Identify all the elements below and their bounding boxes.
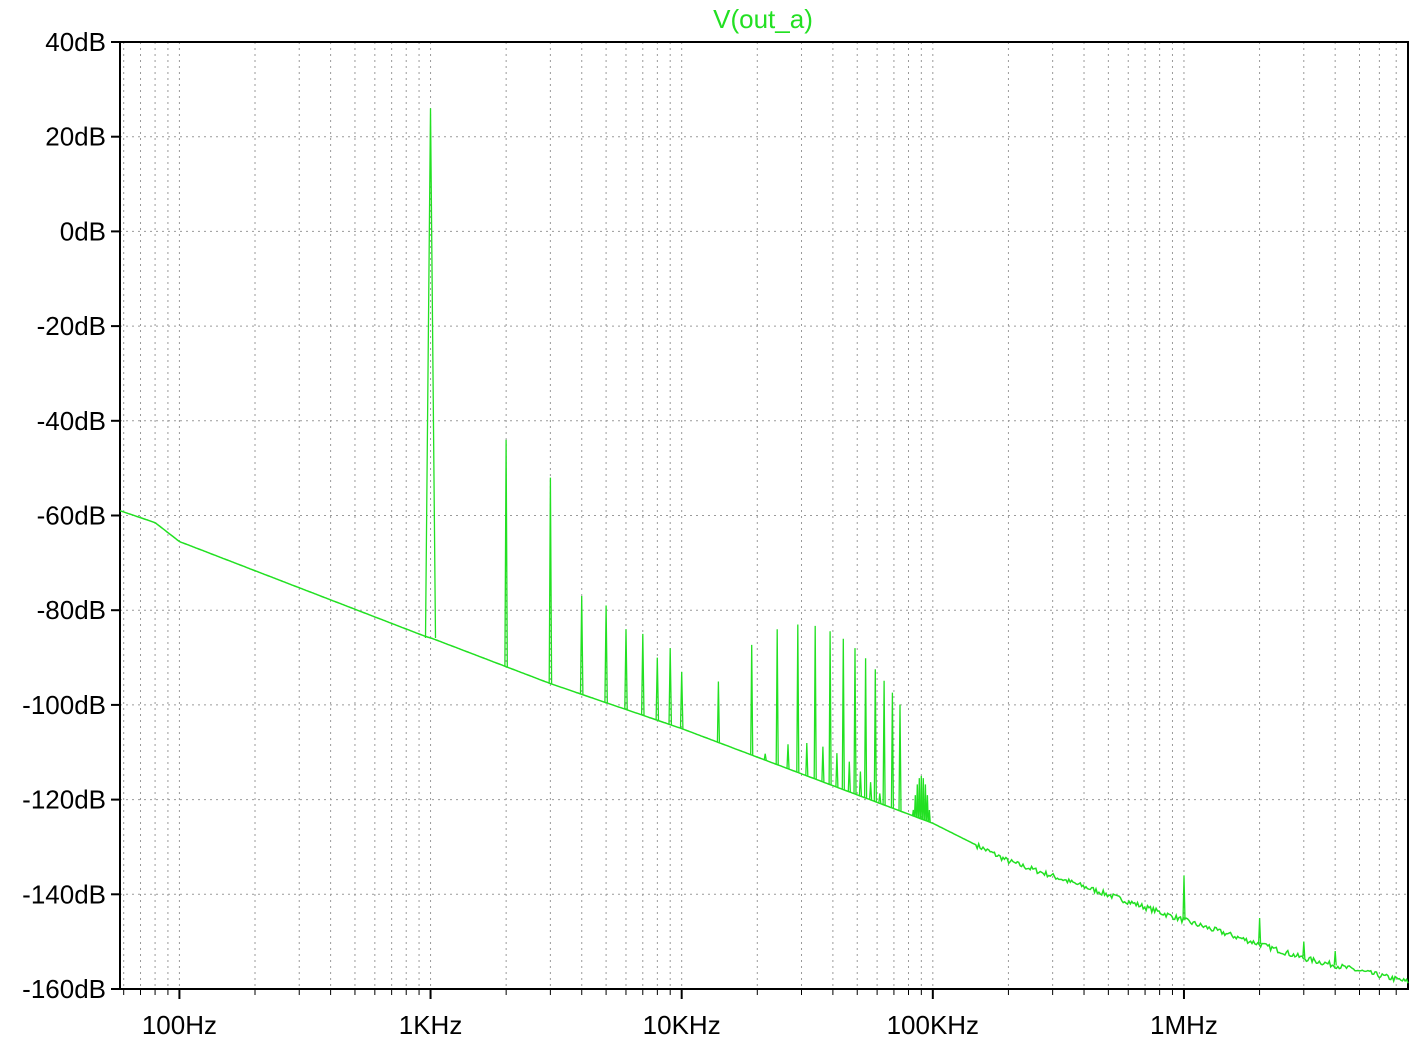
y-tick-label: -100dB [22, 690, 106, 720]
harmonic-spike [504, 439, 508, 667]
secondary-hump-spike [911, 809, 915, 816]
sideband-spike [805, 742, 809, 776]
sideband-spike [716, 681, 721, 743]
harmonic-spike [604, 605, 608, 703]
sideband-spike [835, 753, 839, 788]
x-axis: 100Hz 1KHz 10KHz 100KHz 1MHz [123, 989, 1397, 1040]
harmonic-spike [624, 629, 628, 710]
sideband-spike [868, 782, 873, 800]
sideband-spike [786, 744, 790, 769]
secondary-hump-spike [919, 775, 923, 820]
sideband-spike [898, 704, 902, 811]
secondary-hump-spike [927, 809, 931, 823]
secondary-hump-spike [917, 778, 921, 819]
harmonic-spike [679, 671, 684, 729]
sideband-spike [890, 692, 895, 809]
series-trace [119, 108, 1409, 984]
sideband-spike [763, 753, 767, 761]
y-axis: 40dB 20dB 0dB -20dB -40dB -60dB -80dB -100dB -12… [22, 27, 120, 1004]
fundamental-peak [424, 108, 437, 639]
sideband-spike [858, 771, 863, 797]
sideband-spike [847, 761, 851, 792]
secondary-hump-spike [913, 795, 917, 817]
y-tick-label: -60dB [37, 501, 106, 531]
sideband-spike [841, 638, 845, 790]
harmonic-spike [640, 633, 645, 716]
secondary-hump-spike [915, 784, 919, 818]
chart-title: V(out_a) [713, 4, 813, 34]
y-tick-label: -120dB [22, 785, 106, 815]
sideband-spike [828, 631, 832, 785]
y-tick-label: 40dB [45, 27, 106, 57]
y-tick-label: 20dB [45, 122, 106, 152]
high-freq-spur [1257, 917, 1262, 945]
sideband-spike [775, 629, 779, 765]
high-freq-spur [1302, 941, 1306, 959]
sideband-spike [796, 624, 800, 773]
sideband-spike [813, 625, 817, 780]
secondary-hump-spike [925, 795, 929, 822]
y-tick-label: -40dB [37, 406, 106, 436]
y-tick-label: -140dB [22, 879, 106, 909]
sideband-spike [863, 658, 868, 799]
x-tick-label: 100Hz [142, 1010, 217, 1040]
x-tick-label: 10KHz [643, 1010, 721, 1040]
x-tick-label: 1MHz [1150, 1010, 1218, 1040]
grid-lines [120, 41, 1408, 990]
sideband-spike [882, 680, 886, 806]
sideband-spike [853, 648, 857, 795]
sideband-spike [750, 644, 754, 756]
y-tick-label: -80dB [37, 595, 106, 625]
y-tick-label: -20dB [37, 311, 106, 341]
high-freq-spur [1182, 875, 1186, 921]
y-tick-label: 0dB [60, 216, 106, 246]
secondary-hump-spike [923, 784, 927, 821]
sideband-spike [873, 669, 877, 802]
y-tick-label: -160dB [22, 974, 106, 1004]
harmonic-spike [579, 595, 584, 695]
harmonic-spike [548, 477, 553, 684]
harmonic-spike [668, 648, 673, 725]
high-freq-spur [1333, 951, 1337, 966]
x-tick-label: 1KHz [399, 1010, 463, 1040]
sideband-spike [821, 746, 825, 782]
secondary-hump-spike [921, 778, 925, 820]
sideband-spike [878, 793, 882, 804]
x-tick-label: 100KHz [887, 1010, 980, 1040]
harmonic-spike [655, 657, 660, 721]
